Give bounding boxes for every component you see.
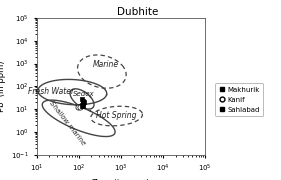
- Point: [81, 100, 86, 103]
- Text: Fresh Water: Fresh Water: [28, 87, 74, 96]
- Text: Dubhite: Dubhite: [117, 7, 158, 17]
- Text: Hot Spring: Hot Spring: [96, 111, 137, 120]
- Point: [80, 98, 85, 101]
- Text: Marine: Marine: [93, 60, 119, 69]
- Point: [81, 104, 85, 107]
- Y-axis label: Pb  (in ppm): Pb (in ppm): [0, 61, 6, 112]
- Point: [76, 106, 80, 109]
- Text: Sedex: Sedex: [73, 91, 94, 97]
- Legend: Makhurik, Kanif, Sahlabad: Makhurik, Kanif, Sahlabad: [215, 83, 263, 116]
- Point: [81, 102, 85, 105]
- Point: [81, 99, 85, 102]
- Point: [77, 105, 82, 108]
- X-axis label: Z n   (in ppm): Z n (in ppm): [92, 179, 149, 180]
- Point: [80, 103, 84, 106]
- Text: Shallow marine: Shallow marine: [48, 100, 86, 147]
- Point: [79, 105, 84, 108]
